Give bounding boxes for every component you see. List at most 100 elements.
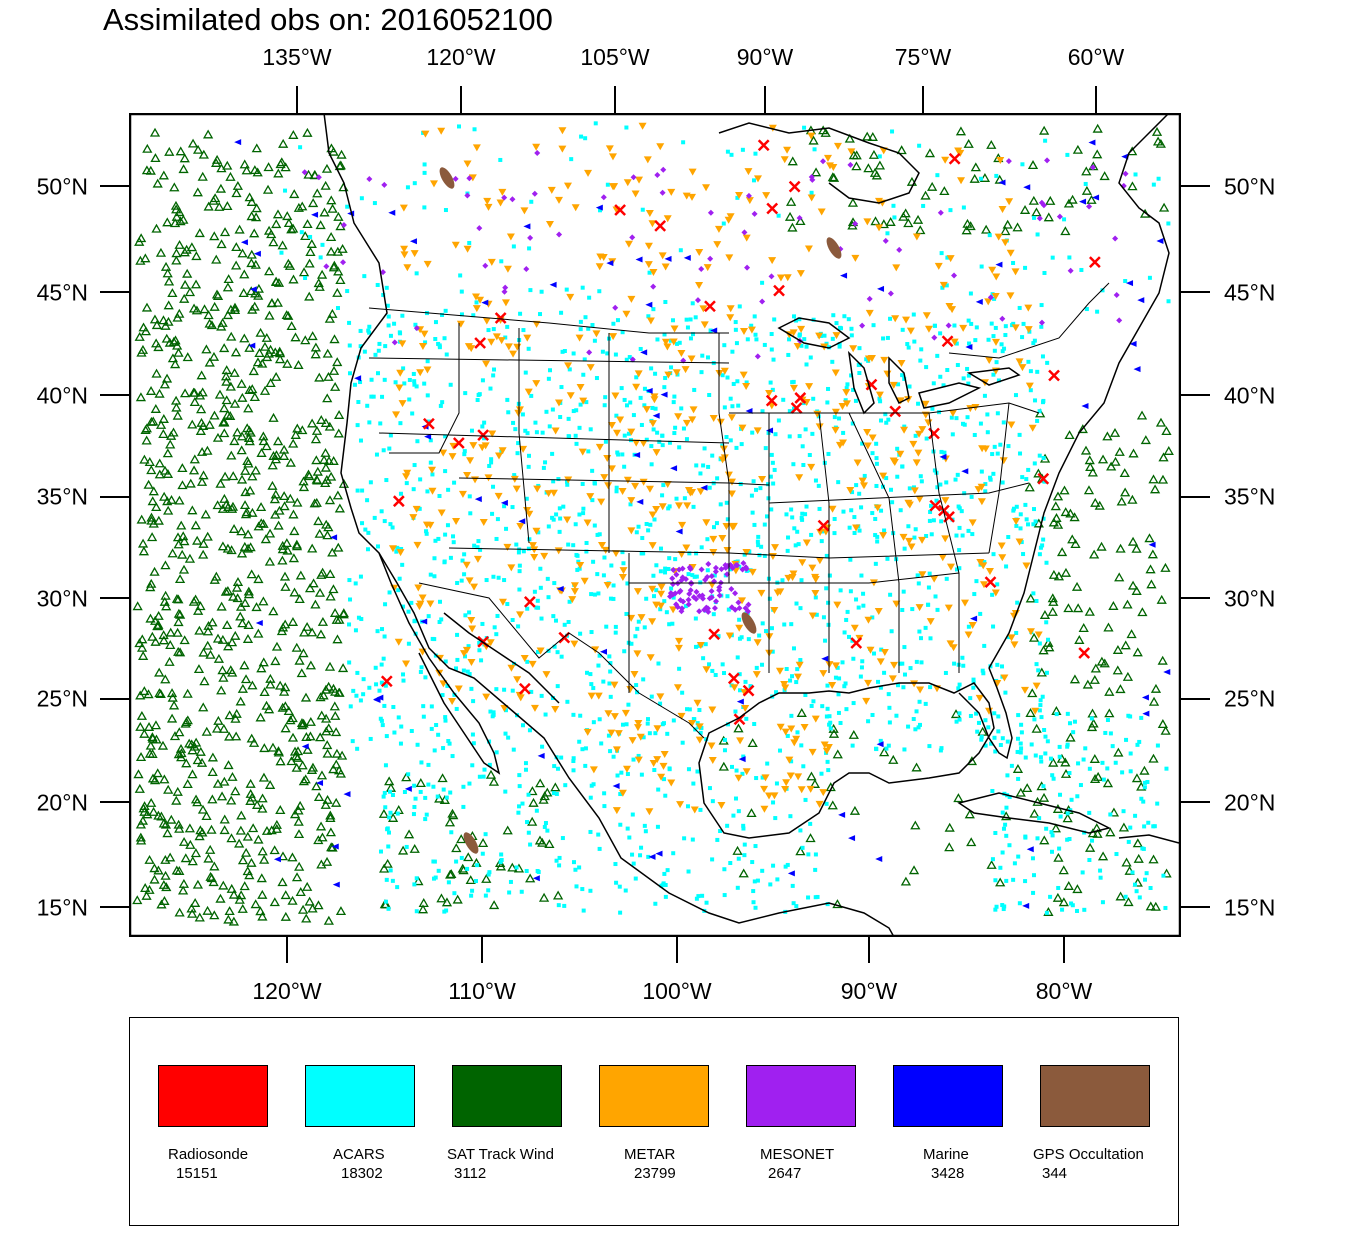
triangle-left-marker — [1137, 297, 1145, 304]
square-marker — [602, 555, 607, 560]
square-marker — [461, 804, 466, 809]
diamond-marker — [768, 273, 775, 280]
square-marker — [634, 375, 639, 380]
square-marker — [707, 786, 712, 791]
triangle-down-marker — [597, 498, 606, 506]
diamond-marker — [708, 573, 715, 580]
triangle-up-marker — [333, 542, 344, 552]
square-marker — [683, 604, 688, 609]
triangle-up-marker — [258, 772, 270, 782]
square-marker — [1049, 849, 1054, 854]
square-marker — [623, 888, 628, 893]
triangle-up-marker — [187, 419, 198, 429]
triangle-down-marker — [950, 338, 959, 346]
square-marker — [808, 355, 813, 360]
square-marker — [720, 662, 725, 667]
square-marker — [954, 533, 959, 538]
square-marker — [1016, 776, 1021, 781]
triangle-up-marker — [190, 897, 201, 907]
square-marker — [844, 617, 849, 622]
diamond-marker — [1056, 213, 1063, 220]
triangle-left-marker — [1126, 280, 1134, 287]
triangle-down-marker — [726, 213, 735, 221]
triangle-up-marker — [178, 836, 190, 846]
triangle-up-marker — [235, 601, 247, 611]
triangle-down-marker — [833, 601, 842, 609]
triangle-up-marker — [1126, 629, 1137, 639]
diamond-marker — [754, 353, 761, 360]
triangle-up-marker — [244, 342, 255, 352]
triangle-down-marker — [780, 156, 789, 164]
square-marker — [944, 283, 949, 288]
square-marker — [870, 451, 875, 456]
triangle-up-marker — [1146, 579, 1157, 589]
square-marker — [751, 900, 756, 905]
square-marker — [658, 701, 663, 706]
square-marker — [546, 524, 551, 529]
square-marker — [620, 452, 625, 457]
triangle-up-marker — [258, 657, 269, 667]
diamond-marker — [629, 356, 636, 363]
x-marker — [948, 152, 961, 165]
square-marker — [768, 474, 773, 479]
triangle-down-marker — [675, 502, 684, 510]
triangle-up-marker — [150, 615, 161, 625]
triangle-down-marker — [742, 768, 751, 776]
triangle-up-marker — [1103, 622, 1114, 632]
triangle-down-marker — [504, 343, 513, 351]
square-marker — [622, 397, 627, 402]
triangle-down-marker — [1028, 424, 1037, 432]
triangle-up-marker — [323, 456, 335, 465]
triangle-down-marker — [513, 676, 522, 684]
square-marker — [523, 767, 528, 772]
triangle-down-marker — [789, 384, 798, 392]
triangle-up-marker — [1118, 822, 1130, 832]
square-marker — [738, 688, 743, 693]
triangle-up-marker — [234, 838, 245, 848]
triangle-down-marker — [657, 583, 666, 591]
triangle-up-marker — [253, 283, 264, 293]
square-marker — [380, 723, 385, 728]
diamond-marker — [707, 255, 714, 262]
square-marker — [722, 867, 727, 872]
square-marker — [902, 546, 907, 551]
square-marker — [557, 506, 562, 511]
square-marker — [656, 787, 661, 792]
triangle-up-marker — [159, 774, 170, 784]
square-marker — [760, 775, 765, 780]
triangle-up-marker — [209, 910, 220, 920]
square-marker — [878, 738, 883, 743]
triangle-up-marker — [173, 617, 184, 627]
triangle-down-marker — [609, 333, 618, 341]
triangle-up-marker — [268, 237, 279, 247]
square-marker — [842, 630, 847, 635]
diamond-marker — [667, 590, 674, 597]
triangle-up-marker — [278, 451, 290, 460]
square-marker — [652, 594, 657, 599]
triangle-up-marker — [328, 683, 339, 693]
square-marker — [675, 341, 680, 346]
triangle-up-marker — [252, 357, 264, 367]
square-marker — [705, 568, 710, 573]
square-marker — [596, 663, 601, 668]
square-marker — [772, 467, 777, 472]
diamond-marker — [527, 234, 534, 241]
square-marker — [446, 880, 451, 885]
square-marker — [411, 371, 416, 376]
legend-count: 3428 — [931, 1165, 965, 1182]
square-marker — [792, 314, 797, 319]
square-marker — [925, 602, 930, 607]
triangle-down-marker — [677, 551, 686, 559]
triangle-up-marker — [159, 896, 170, 905]
triangle-up-marker — [246, 211, 257, 221]
triangle-up-marker — [452, 894, 463, 904]
triangle-up-marker — [1060, 567, 1072, 577]
triangle-up-marker — [265, 673, 276, 683]
triangle-up-marker — [313, 900, 324, 910]
triangle-up-marker — [244, 385, 255, 395]
triangle-up-marker — [175, 146, 186, 156]
square-marker — [511, 420, 516, 425]
triangle-up-marker — [196, 417, 207, 427]
square-marker — [514, 865, 519, 870]
triangle-down-marker — [899, 533, 908, 541]
